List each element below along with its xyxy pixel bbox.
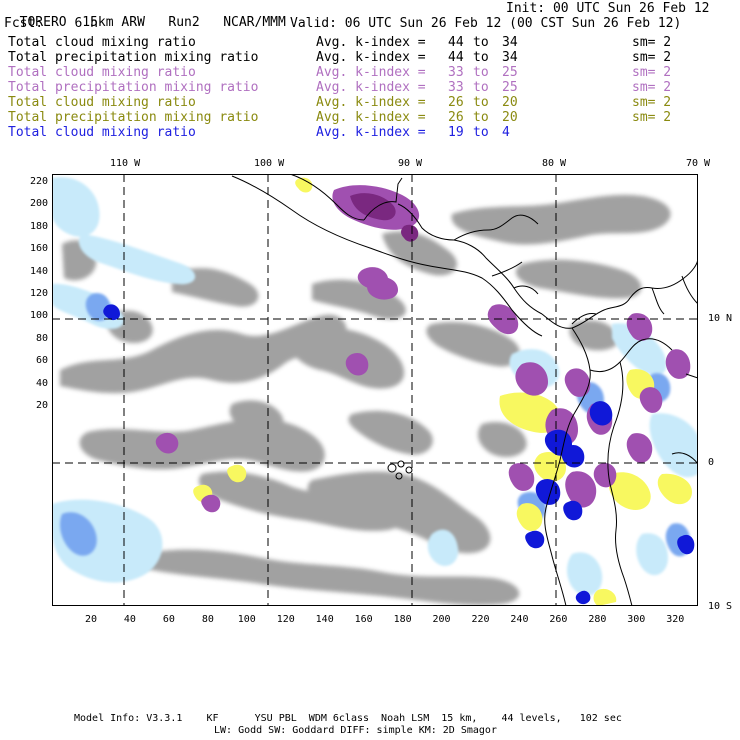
model-name: TORERO [19,15,67,30]
legend-index-to: 20 [502,95,518,110]
coastlines [231,174,698,606]
y-tick-label: 180 [29,220,48,232]
init-time: Init: 00 UTC Sun 26 Feb 12 [506,1,710,16]
model-resolution: 15km ARW [82,15,145,30]
legend-index-from: 26 [448,95,464,110]
lon-label-110w: 110 W [110,158,141,169]
legend-index-to: 34 [502,35,518,50]
legend-index-to: 25 [502,65,518,80]
legend-smoothing: sm= 2 [632,80,672,95]
x-tick-label: 80 [201,614,214,625]
legend-index-from: 26 [448,110,464,125]
legend-smoothing: sm= 2 [632,95,672,110]
lat-label-0: 0 [708,457,715,468]
x-tick-label: 60 [162,614,175,625]
legend-index-label: Avg. k-index = [316,35,426,50]
y-tick-label: 80 [35,332,48,344]
legend-index-to: 4 [502,125,510,140]
legend-smoothing: sm= 2 [632,110,672,125]
y-tick-label: 60 [35,355,48,367]
lat-lon-grid [52,174,698,606]
legend-index-from: 44 [448,50,464,65]
x-tick-label: 100 [237,614,256,625]
y-tick-label: 220 [29,176,48,187]
legend-index-to-word: to [473,80,489,95]
legend-smoothing: sm= 2 [632,35,672,50]
x-tick-label: 40 [123,614,136,625]
valid-time: Valid: 06 UTC Sun 26 Feb 12 (00 CST Sun … [290,16,682,31]
legend-index-to: 20 [502,110,518,125]
x-tick-label: 180 [393,614,412,625]
y-tick-label: 140 [29,265,48,277]
legend-index-to-word: to [473,95,489,110]
x-tick-label: 120 [276,614,295,625]
lat-label-10n: 10 N [708,313,733,324]
lon-label-70w: 70 W [686,158,711,169]
lon-label-80w: 80 W [542,158,567,169]
y-tick-label: 40 [35,377,48,389]
legend-index-to-word: to [473,35,489,50]
legend-index-label: Avg. k-index = [316,95,426,110]
map-area [52,174,698,606]
legend-index-label: Avg. k-index = [316,110,426,125]
legend-index-label: Avg. k-index = [316,50,426,65]
x-tick-label: 280 [588,614,607,625]
legend-field-name: Total cloud mixing ratio [8,125,196,140]
legend-index-from: 33 [448,80,464,95]
legend-index-label: Avg. k-index = [316,65,426,80]
x-tick-label: 320 [666,614,685,625]
legend-index-label: Avg. k-index = [316,80,426,95]
y-tick-label: 120 [29,288,48,299]
legend-field-name: Total precipitation mixing ratio [8,110,259,125]
y-tick-label: 100 [29,310,48,322]
legend-index-from: 33 [448,65,464,80]
lon-label-90w: 90 W [398,158,423,169]
legend-field-name: Total cloud mixing ratio [8,65,196,80]
x-tick-label: 240 [510,614,529,625]
legend-field-name: Total cloud mixing ratio [8,35,196,50]
legend-field-name: Total cloud mixing ratio [8,95,196,110]
legend-field-name: Total precipitation mixing ratio [8,80,259,95]
y-tick-label: 160 [29,243,48,255]
legend-index-to-word: to [473,65,489,80]
legend-index-to: 34 [502,50,518,65]
legend-index-from: 19 [448,125,464,140]
x-tick-label: 200 [432,614,451,625]
x-tick-label: 20 [84,614,98,625]
legend-index-to-word: to [473,125,489,140]
legend-index-to: 25 [502,80,518,95]
x-tick-label: 140 [315,614,334,625]
legend-field-name: Total precipitation mixing ratio [8,50,259,65]
forecast-hour: Fcst: 6 h [4,17,98,31]
legend-smoothing: sm= 2 [632,65,672,80]
legend-smoothing: sm= 2 [632,50,672,65]
y-tick-label: 20 [35,400,48,411]
lat-label-10s: 10 S [708,601,733,612]
footer-physics-info: LW: Godd SW: Goddard DIFF: simple KM: 2D… [214,725,497,736]
x-tick-label: 220 [471,614,490,625]
legend-index-to-word: to [473,110,489,125]
dark-purple-cloud-core [350,193,419,242]
forecast-value: 6 h [74,16,98,31]
y-tick-label: 200 [29,198,48,210]
lon-label-100w: 100 W [254,158,285,169]
legend-index-from: 44 [448,35,464,50]
legend-index-label: Avg. k-index = [316,125,426,140]
x-tick-label: 300 [627,614,646,625]
x-tick-label: 160 [354,614,373,625]
x-tick-label: 260 [549,614,568,625]
footer-model-info: Model Info: V3.3.1 KF YSU PBL WDM 6class… [74,713,622,724]
model-title: TORERO 15km ARW Run2 NCAR/MMM [4,2,286,30]
model-org: NCAR/MMM [223,15,286,30]
dark-blue-cloud-core [103,304,695,605]
legend-index-to-word: to [473,50,489,65]
forecast-label: Fcst: [4,16,44,31]
model-run: Run2 [168,15,200,30]
